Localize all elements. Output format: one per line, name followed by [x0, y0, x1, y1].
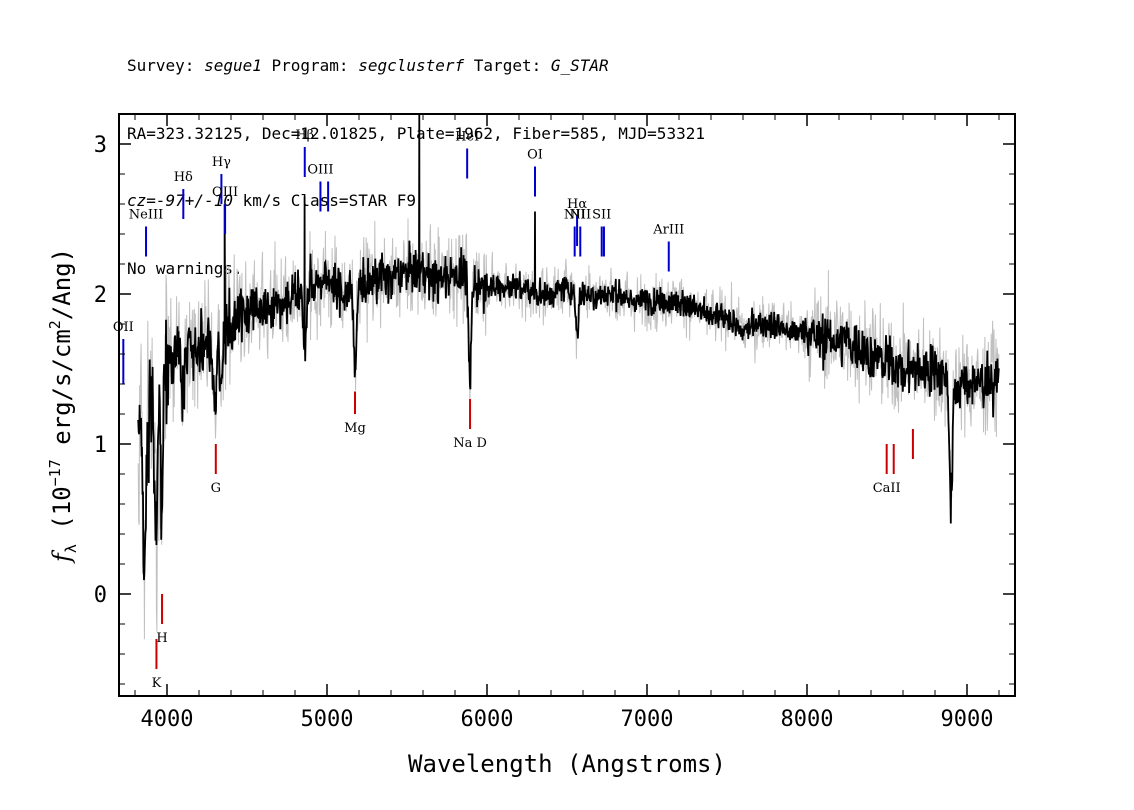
x-tick-label: 7000 [621, 707, 674, 732]
y-axis-title: fλ (10−17 erg/s/cm2/Ang) [46, 248, 80, 564]
error-line [137, 218, 1000, 640]
survey-value: segue1 [204, 56, 262, 75]
header-line-survey: Survey: segue1 Program: segclusterf Targ… [127, 55, 705, 78]
emission-line-label: OIII [212, 185, 238, 200]
y-tick-label: 1 [94, 433, 107, 458]
header-line-warnings: No warnings. [127, 258, 243, 278]
absorption-line-label: H [156, 631, 167, 646]
x-tick-label: 6000 [461, 707, 514, 732]
y-axis-title-b: erg/s/cm [48, 329, 76, 459]
emission-line-label: NII [569, 208, 591, 223]
y-tick-label: 3 [94, 133, 107, 158]
program-value: segclusterf [358, 56, 465, 75]
header-line-redshift: cz=-97+/-10 km/s Class=STAR F9 [127, 190, 705, 213]
survey-label: Survey: [127, 56, 205, 75]
absorption-line-label: G [211, 481, 221, 496]
x-tick-label: 9000 [941, 707, 994, 732]
x-axis-title: Wavelength (Angstroms) [408, 750, 726, 778]
y-axis-title-exp1: −17 [46, 459, 64, 486]
emission-line-label: HeI [455, 130, 479, 145]
absorption-line-label: Na D [453, 436, 487, 451]
flux-line [137, 113, 1000, 581]
emission-line-label: SII [592, 208, 611, 223]
x-tick-label: 4000 [141, 707, 194, 732]
emission-line-label: Hα [567, 197, 587, 212]
y-tick-label: 0 [94, 583, 107, 608]
x-tick-label: 8000 [781, 707, 834, 732]
axis-ticks: 4000 5000 6000 7000 8000 9000 0 1 2 3 [94, 114, 1015, 732]
absorption-line-label: K [152, 676, 162, 691]
cz-value: cz=-97+/-10 [127, 191, 233, 210]
program-label: Program: [261, 56, 359, 75]
class-value: km/s Class=STAR F9 [232, 191, 416, 210]
emission-line-label: ArIII [652, 223, 684, 238]
emission-line-label: Hδ [174, 170, 193, 185]
emission-line-label: OIII [307, 163, 333, 178]
y-axis-title-sub: λ [62, 544, 80, 553]
y-axis-title-a: (10 [48, 486, 76, 544]
emission-line-label: Hγ [212, 155, 231, 170]
emission-line-label: OII [113, 320, 134, 335]
target-value: G_STAR [550, 56, 609, 75]
y-tick-label: 2 [94, 283, 107, 308]
absorption-line-label: CaII [873, 481, 901, 496]
emission-line-label: NII [564, 208, 586, 223]
y-axis-title-c: /Ang) [48, 248, 76, 320]
spectrum-header: Survey: segue1 Program: segclusterf Targ… [127, 10, 705, 303]
x-tick-label: 5000 [301, 707, 354, 732]
header-line-coordinates: RA=323.32125, Dec=12.01825, Plate=1962, … [127, 123, 705, 143]
error-series [137, 218, 1000, 640]
flux-series [137, 113, 1000, 581]
target-label: Target: [464, 56, 551, 75]
y-axis-title-exp2: 2 [46, 320, 64, 329]
plot-frame [118, 113, 1016, 697]
emission-line-label: OI [527, 148, 543, 163]
emission-line-label: Hβ [295, 128, 314, 143]
emission-line-label: NeIII [129, 208, 163, 223]
absorption-line-label: Mg [344, 421, 366, 436]
